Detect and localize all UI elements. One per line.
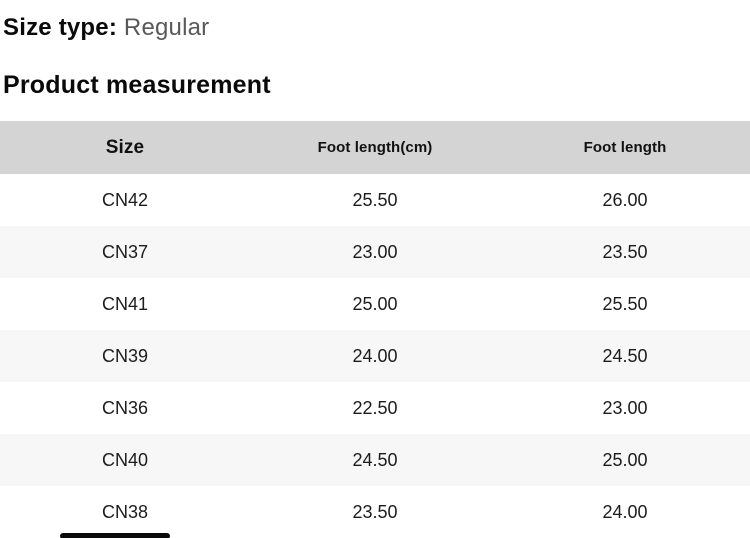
table-row: CN40 24.50 25.00 bbox=[0, 434, 750, 486]
table-cell: CN42 bbox=[101, 189, 149, 210]
column-header-foot-length-cm: Foot length(cm) bbox=[317, 139, 433, 156]
table-cell: CN37 bbox=[101, 241, 149, 262]
measurement-table: Size Foot length(cm) Foot length CN42 25.… bbox=[0, 121, 750, 538]
table-cell: 26.00 bbox=[602, 189, 648, 210]
table-cell: 24.50 bbox=[352, 449, 398, 470]
table-row: CN36 22.50 23.00 bbox=[0, 382, 750, 434]
table-row: CN37 23.00 23.50 bbox=[0, 226, 750, 278]
table-cell: 23.00 bbox=[602, 397, 648, 418]
table-cell: 25.00 bbox=[602, 449, 648, 470]
table-cell: 23.00 bbox=[352, 241, 398, 262]
table-header-row: Size Foot length(cm) Foot length bbox=[0, 121, 750, 174]
page-title: Product measurement bbox=[3, 71, 271, 99]
size-type-line: Size type: Regular bbox=[0, 0, 750, 43]
table-cell: 24.50 bbox=[602, 345, 648, 366]
table-row: CN38 23.50 24.00 bbox=[0, 486, 750, 538]
table-cell: 25.00 bbox=[352, 293, 398, 314]
table-body: CN42 25.50 26.00 CN37 23.00 23.50 CN41 25.00 25.… bbox=[0, 174, 750, 538]
size-type-label: Size type: bbox=[3, 14, 118, 41]
table-cell: 25.50 bbox=[352, 189, 398, 210]
table-cell: 24.00 bbox=[352, 345, 398, 366]
table-cell: CN36 bbox=[101, 397, 149, 418]
table-row: CN41 25.00 25.50 bbox=[0, 278, 750, 330]
table-cell: 25.50 bbox=[602, 293, 648, 314]
table-cell: CN41 bbox=[101, 293, 149, 314]
bottom-partial-bar bbox=[60, 533, 170, 538]
table-cell: 23.50 bbox=[352, 501, 398, 522]
table-cell: CN40 bbox=[101, 449, 149, 470]
size-type-value: Regular bbox=[123, 14, 210, 41]
table-row: CN39 24.00 24.50 bbox=[0, 330, 750, 382]
table-cell: 24.00 bbox=[602, 501, 648, 522]
table-cell: 23.50 bbox=[602, 241, 648, 262]
table-cell: CN39 bbox=[101, 345, 149, 366]
column-header-foot-length: Foot length bbox=[583, 139, 667, 156]
column-header-size: Size bbox=[105, 136, 145, 158]
table-cell: 22.50 bbox=[352, 397, 398, 418]
table-header: Size Foot length(cm) Foot length bbox=[0, 121, 750, 174]
table-row: CN42 25.50 26.00 bbox=[0, 174, 750, 226]
table-cell: CN38 bbox=[101, 501, 149, 522]
